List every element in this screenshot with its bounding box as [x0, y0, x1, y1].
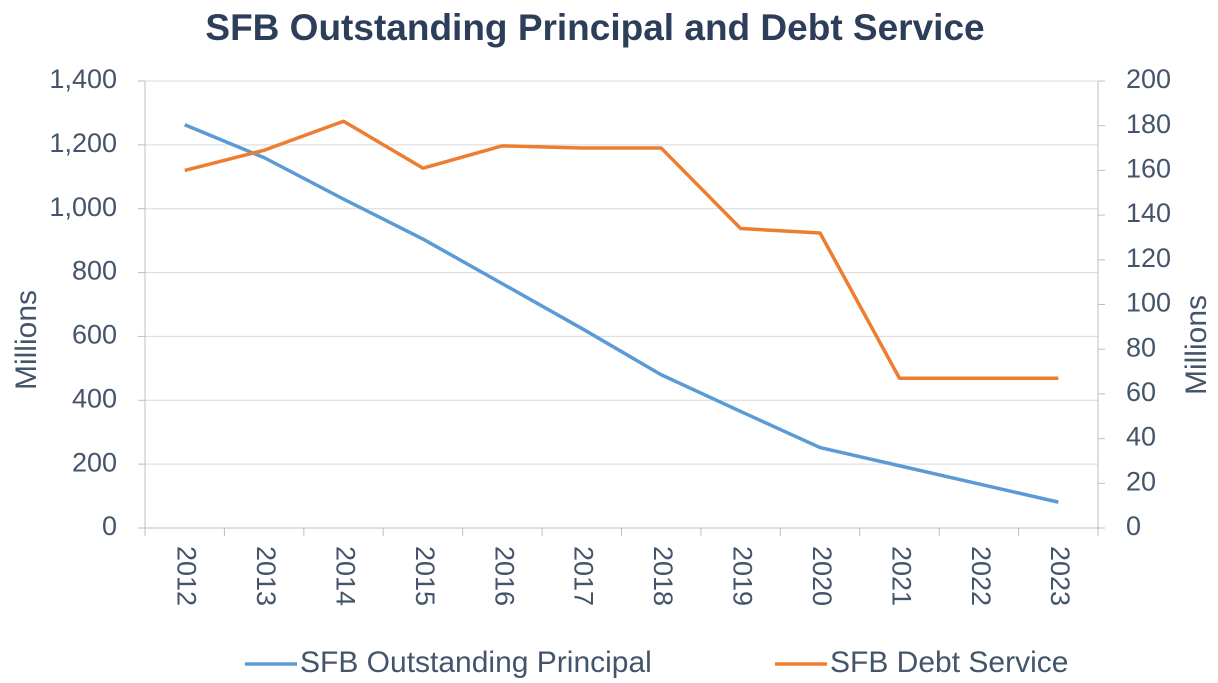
series-line — [184, 119, 1059, 381]
x-tick-label: 2014 — [330, 546, 360, 606]
x-tick-label: 2012 — [172, 546, 202, 606]
y-tick-label: 800 — [72, 256, 117, 286]
y-axis-label: Millions — [10, 290, 43, 390]
y2-tick-label: 0 — [1126, 511, 1141, 541]
y-tick-label: 600 — [72, 320, 117, 350]
y2-tick-label: 100 — [1126, 288, 1171, 318]
x-tick-label: 2023 — [1045, 546, 1075, 606]
x-tick-label: 2015 — [410, 546, 440, 606]
y-tick-label: 1,200 — [49, 128, 117, 158]
y2-tick-label: 60 — [1126, 377, 1156, 407]
x-tick-label: 2021 — [886, 546, 916, 606]
y2-tick-label: 200 — [1126, 64, 1171, 94]
y-tick-label: 1,000 — [49, 192, 117, 222]
x-tick-label: 2016 — [489, 546, 519, 606]
y-tick-label: 200 — [72, 447, 117, 477]
chart-title: SFB Outstanding Principal and Debt Servi… — [205, 7, 984, 48]
series-line — [184, 123, 1059, 504]
y2-axis-label: Millions — [1180, 295, 1213, 395]
y-tick-label: 0 — [102, 511, 117, 541]
y2-tick-label: 80 — [1126, 332, 1156, 362]
x-tick-label: 2019 — [728, 546, 758, 606]
x-tick-label: 2022 — [966, 546, 996, 606]
legend-label: SFB Outstanding Principal — [300, 646, 652, 679]
x-tick-label: 2013 — [251, 546, 281, 606]
y2-tick-label: 40 — [1126, 422, 1156, 452]
x-tick-label: 2020 — [807, 546, 837, 606]
y2-tick-label: 160 — [1126, 154, 1171, 184]
y-tick-label: 400 — [72, 383, 117, 413]
x-tick-label: 2017 — [569, 546, 599, 606]
y2-tick-label: 20 — [1126, 466, 1156, 496]
y-tick-label: 1,400 — [49, 64, 117, 94]
y2-tick-label: 120 — [1126, 243, 1171, 273]
x-tick-label: 2018 — [648, 546, 678, 606]
y2-tick-label: 140 — [1126, 198, 1171, 228]
legend-label: SFB Debt Service — [830, 646, 1068, 679]
y2-tick-label: 180 — [1126, 109, 1171, 139]
